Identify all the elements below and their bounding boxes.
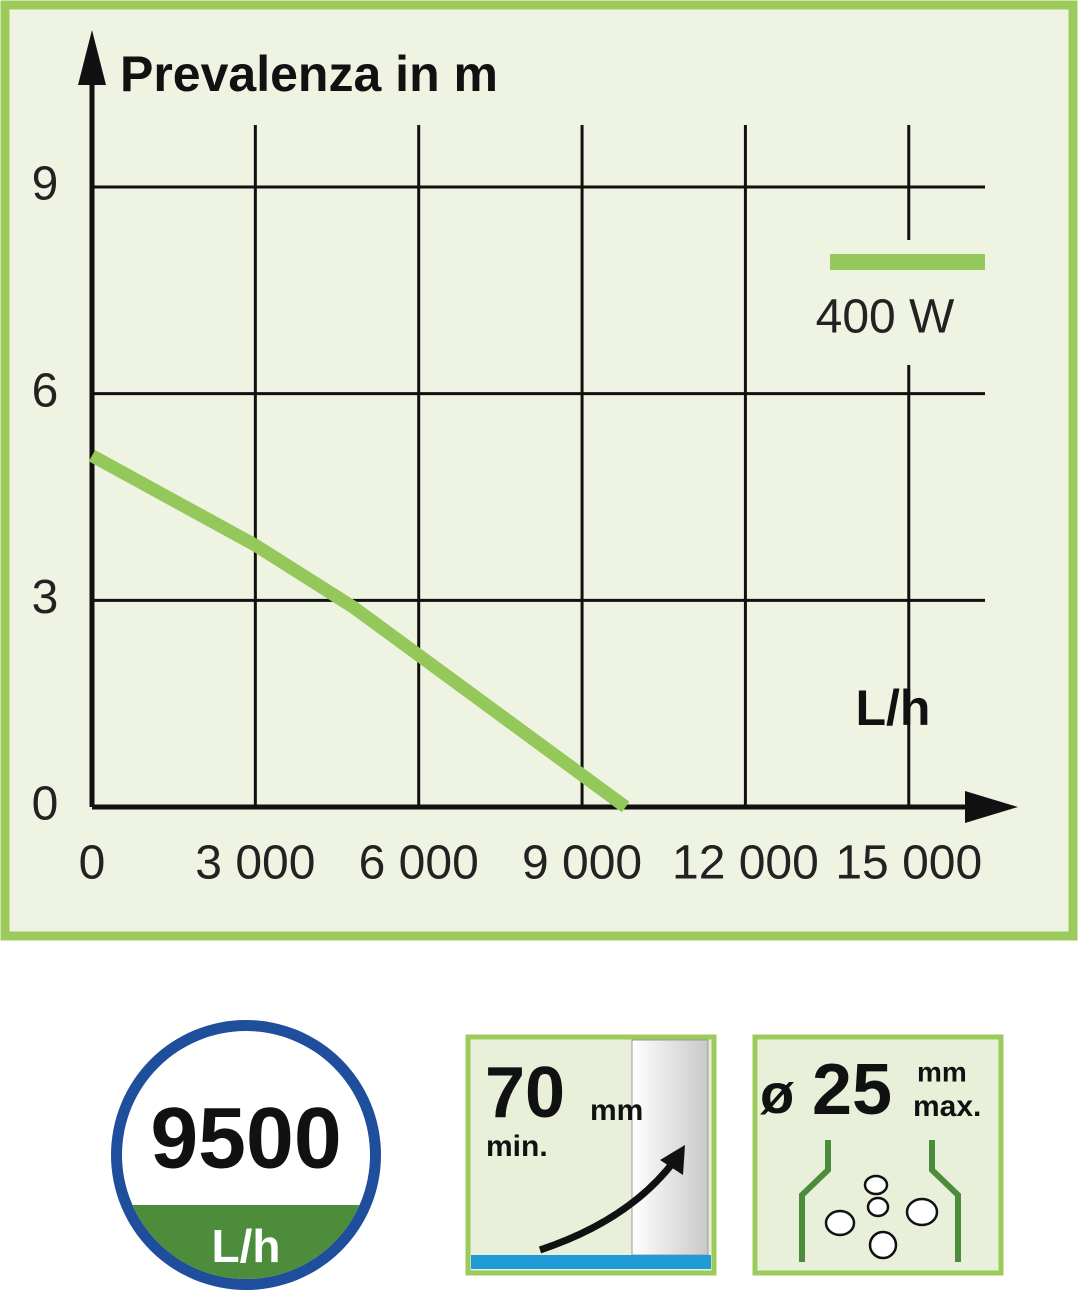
chart: 0 3 6 9 0 3 000 6 000 9 000 12 000 15 000 400 W — [32, 30, 1018, 890]
x-tick-label: 15 000 — [835, 837, 982, 890]
depth-note: min. — [486, 1130, 548, 1163]
y-tick-label: 0 — [32, 778, 59, 831]
arrow — [538, 1157, 678, 1254]
x-axis-label: L/h — [856, 680, 931, 736]
water — [471, 1255, 711, 1269]
legend-label: 400 W — [816, 291, 955, 344]
funnel — [799, 1140, 961, 1262]
arrow-head — [660, 1145, 685, 1175]
chart-frame — [0, 0, 1078, 941]
x-tick-label: 0 — [79, 837, 106, 890]
flow-badge: 9500 L/h — [111, 1020, 381, 1290]
x-tick-label: 9 000 — [522, 837, 642, 890]
particles — [824, 1174, 939, 1260]
depth-icon: 70 mm min. — [465, 1034, 717, 1276]
particle-unit: mm — [917, 1056, 967, 1087]
depth-value: 70 — [485, 1053, 565, 1133]
y-axis-arrow — [78, 30, 106, 85]
x-tick-label: 12 000 — [672, 837, 819, 890]
x-tick-label: 3 000 — [195, 837, 315, 890]
flow-value: 9500 — [150, 1091, 341, 1187]
diameter-symbol: ø — [760, 1062, 794, 1125]
chart-title: Prevalenza in m — [120, 46, 498, 102]
y-tick-label: 9 — [32, 158, 59, 211]
flow-unit: L/h — [212, 1220, 281, 1272]
pump-body — [631, 1039, 709, 1256]
particle-value: 25 — [812, 1050, 892, 1130]
particle-note: max. — [913, 1090, 981, 1123]
x-axis-arrow — [965, 791, 1018, 823]
particle-icon: ø 25 mm max. — [752, 1034, 1004, 1276]
y-tick-label: 6 — [32, 364, 59, 417]
data-line — [88, 449, 630, 813]
y-tick-label: 3 — [32, 571, 59, 624]
x-tick-label: 6 000 — [359, 837, 479, 890]
depth-unit: mm — [590, 1094, 643, 1127]
